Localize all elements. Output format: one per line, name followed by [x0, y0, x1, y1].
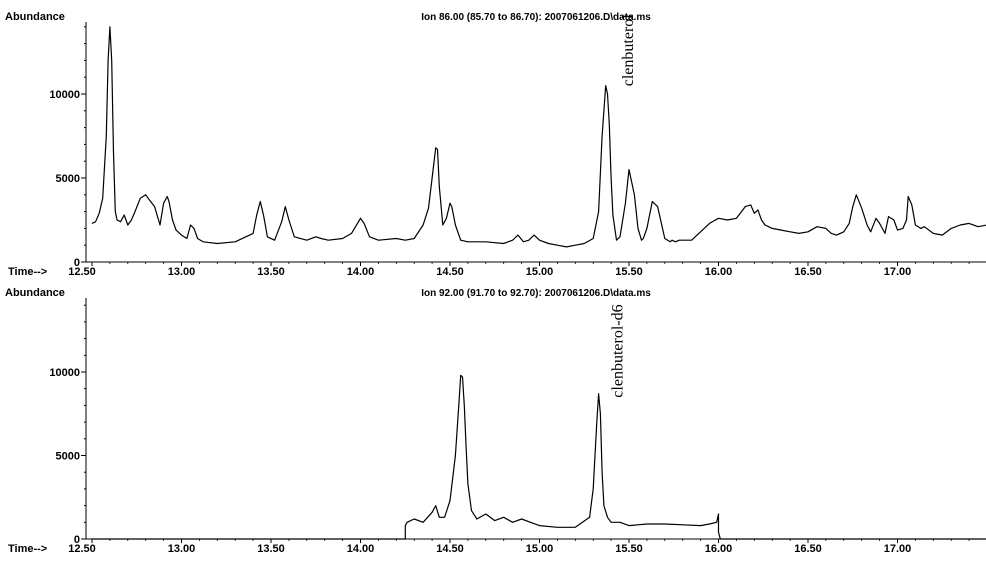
y-tick-label: 5000 — [56, 451, 80, 463]
y-axis-label: Abundance — [5, 287, 65, 299]
chart-title: Ion 86.00 (85.70 to 86.70): 2007061206.D… — [421, 12, 651, 23]
y-tick-label: 0 — [74, 534, 80, 546]
x-axis-prefix: Time--> — [8, 543, 47, 555]
x-tick-label: 17.00 — [884, 543, 912, 555]
x-tick-label: 14.00 — [347, 266, 375, 278]
x-tick-label: 15.00 — [526, 543, 554, 555]
x-tick-label: 15.00 — [526, 266, 554, 278]
x-tick-label: 12.50 — [68, 543, 96, 555]
series-line-0 — [91, 26, 986, 248]
x-tick-label: 17.00 — [884, 266, 912, 278]
x-tick-label: 13.00 — [168, 543, 196, 555]
x-tick-label: 13.50 — [257, 266, 285, 278]
y-axis-label: Abundance — [5, 11, 65, 23]
series-line-0 — [92, 374, 986, 540]
x-tick-label: 14.50 — [436, 266, 464, 278]
y-tick-label: 10000 — [49, 89, 80, 101]
x-axis-prefix: Time--> — [8, 266, 47, 278]
peak-annotation: clenbuterol-d6 — [609, 304, 626, 397]
peak-annotation: clenbuterol — [620, 14, 637, 87]
x-tick-label: 12.50 — [68, 266, 96, 278]
x-tick-label: 15.50 — [615, 543, 643, 555]
x-tick-label: 15.50 — [615, 266, 643, 278]
y-tick-label: 10000 — [49, 367, 80, 379]
y-tick-label: 0 — [74, 257, 80, 269]
x-tick-label: 14.00 — [347, 543, 375, 555]
x-tick-label: 13.50 — [257, 543, 285, 555]
y-tick-label: 5000 — [56, 173, 80, 185]
x-tick-label: 16.00 — [705, 543, 733, 555]
chart-title: Ion 92.00 (91.70 to 92.70): 2007061206.D… — [421, 288, 651, 299]
x-tick-label: 16.00 — [705, 266, 733, 278]
x-tick-label: 13.00 — [168, 266, 196, 278]
x-tick-label: 14.50 — [436, 543, 464, 555]
x-tick-label: 16.50 — [794, 543, 822, 555]
x-tick-label: 16.50 — [794, 266, 822, 278]
